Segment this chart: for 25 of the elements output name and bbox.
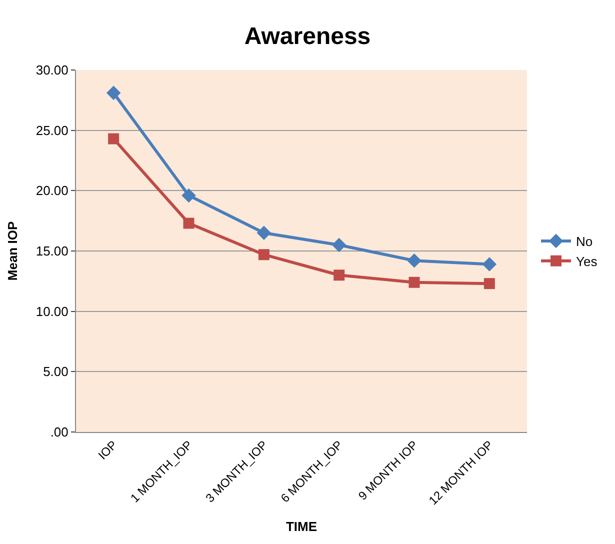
point xyxy=(408,276,420,288)
legend-label: Yes xyxy=(576,254,598,269)
point xyxy=(182,188,196,203)
point xyxy=(484,278,495,290)
y-tick-label: 25.00 xyxy=(36,122,68,138)
y-tick-label: 15.00 xyxy=(36,244,68,259)
point xyxy=(108,133,120,144)
point xyxy=(256,226,272,240)
point xyxy=(332,238,346,252)
x-axis-title: TIME xyxy=(286,519,318,534)
x-tick-label: IOP xyxy=(95,438,120,462)
point xyxy=(407,254,422,268)
y-axis-title: Mean IOP xyxy=(4,221,20,281)
y-tick-label: 5.00 xyxy=(43,364,68,380)
point xyxy=(183,218,194,229)
point xyxy=(334,270,345,281)
point xyxy=(482,257,497,272)
chart-title: Awareness xyxy=(244,23,371,50)
y-tick-label: 30.00 xyxy=(36,62,68,78)
y-tick-label: 10.00 xyxy=(36,304,68,319)
legend-label: No xyxy=(576,234,593,250)
y-tick-label: .00 xyxy=(50,424,68,440)
y-tick-label: 20.00 xyxy=(36,183,68,198)
point xyxy=(258,249,270,260)
point xyxy=(106,86,121,100)
